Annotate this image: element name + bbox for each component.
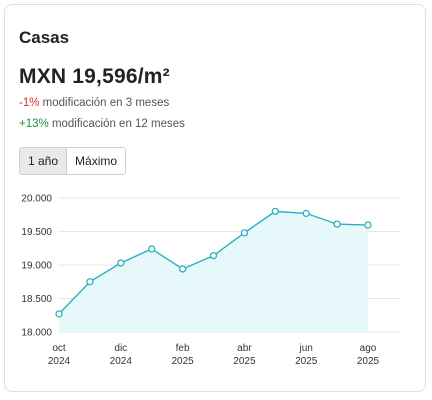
x-tick-year: 2025 [233, 356, 256, 367]
x-tick-year: 2025 [295, 356, 318, 367]
data-point[interactable] [333, 220, 341, 228]
y-tick-label: 20.000 [21, 194, 52, 205]
change-12-months: +13% modificación en 12 meses [19, 118, 185, 130]
chart-points [55, 207, 372, 318]
data-point[interactable] [364, 221, 372, 229]
x-tick-month: oct [52, 343, 66, 354]
data-point[interactable] [117, 259, 125, 267]
data-point[interactable] [178, 265, 187, 273]
y-tick-label: 18.500 [21, 294, 52, 305]
x-tick-month: jun [299, 343, 313, 354]
change-3-months-text: modificación en 3 meses [42, 97, 170, 109]
data-point[interactable] [209, 251, 218, 260]
data-point[interactable] [240, 229, 249, 237]
x-tick-year: 2024 [110, 356, 133, 367]
price-per-m2: MXN 19,596/m² [19, 65, 170, 88]
data-point[interactable] [302, 209, 310, 218]
data-point[interactable] [148, 245, 156, 253]
x-tick-month: dic [114, 343, 127, 354]
data-point[interactable] [55, 310, 63, 318]
change-12-months-value: +13% [19, 118, 49, 130]
y-tick-label: 19.000 [21, 261, 52, 272]
x-tick-month: feb [176, 343, 190, 354]
change-3-months: -1% modificación en 3 meses [19, 97, 169, 109]
y-tick-label: 18.000 [21, 328, 52, 339]
change-12-months-text: modificación en 12 meses [51, 118, 185, 130]
x-tick-year: 2025 [357, 356, 380, 367]
x-tick-year: 2025 [171, 356, 194, 367]
x-tick-year: 2024 [48, 356, 71, 367]
chart-area-fill [59, 211, 368, 332]
x-tick-month: abr [237, 343, 252, 354]
card-title: Casas [19, 28, 70, 47]
data-point[interactable] [86, 278, 94, 286]
range-button-max[interactable]: Máximo [66, 148, 126, 174]
change-3-months-value: -1% [19, 97, 40, 109]
time-range-selector: 1 año Máximo [19, 147, 127, 175]
range-button-1-year[interactable]: 1 año [20, 148, 67, 174]
y-axis-labels: 18.000 18.500 19.000 19.500 20.000 [21, 194, 52, 339]
x-axis-labels: oct 2024 dic 2024 feb 2025 abr 2025 jun 2025 ago 20… [48, 343, 380, 367]
x-tick-month: ago [360, 343, 377, 354]
y-tick-label: 19.500 [21, 227, 52, 238]
data-point[interactable] [271, 207, 279, 216]
